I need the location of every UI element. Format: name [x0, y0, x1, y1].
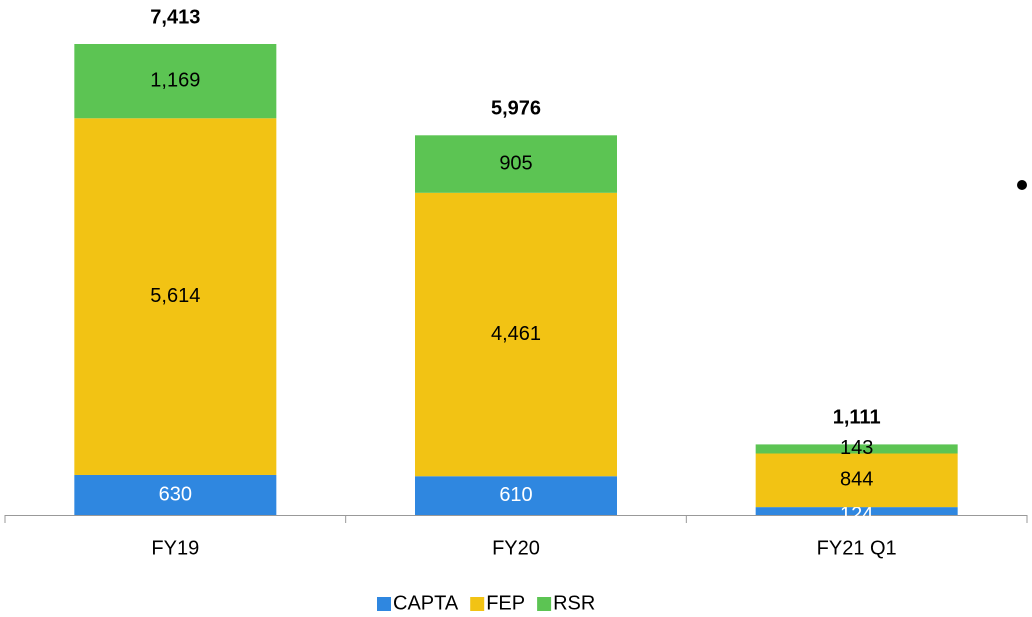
value-label: 905: [499, 152, 532, 174]
bar-segment: [755, 453, 958, 508]
value-label: 4,461: [491, 323, 541, 345]
bar-segment: [755, 444, 958, 454]
bar-segment: [74, 474, 277, 515]
bar-segment: [415, 476, 617, 515]
value-label: 1,169: [150, 69, 200, 91]
legend-swatch: [537, 597, 552, 611]
bar-segment: [74, 44, 277, 119]
bullet: [1017, 180, 1027, 190]
value-label: 5,614: [150, 285, 200, 307]
value-label: 143: [840, 437, 873, 459]
x-tick-label: FY21 Q1: [817, 537, 897, 559]
legend-swatch: [377, 597, 391, 611]
x-tick-label: FY19: [151, 537, 199, 559]
total-label: 1,111: [833, 407, 881, 429]
bar-segment: [415, 192, 617, 477]
x-tick-label: FY20: [492, 537, 540, 559]
legend-label: RSR: [553, 592, 595, 614]
bar-segment: [74, 118, 277, 475]
legend-label: FEP: [486, 592, 525, 614]
value-label: 610: [499, 484, 532, 506]
bar-segment: [755, 507, 958, 515]
legend-label: CAPTA: [393, 592, 459, 614]
value-label: 630: [159, 483, 192, 505]
legend-swatch: [470, 597, 485, 611]
bar-segment: [415, 135, 617, 193]
total-label: 7,413: [150, 6, 200, 28]
value-label: 844: [840, 469, 873, 491]
total-label: 5,976: [491, 98, 541, 120]
